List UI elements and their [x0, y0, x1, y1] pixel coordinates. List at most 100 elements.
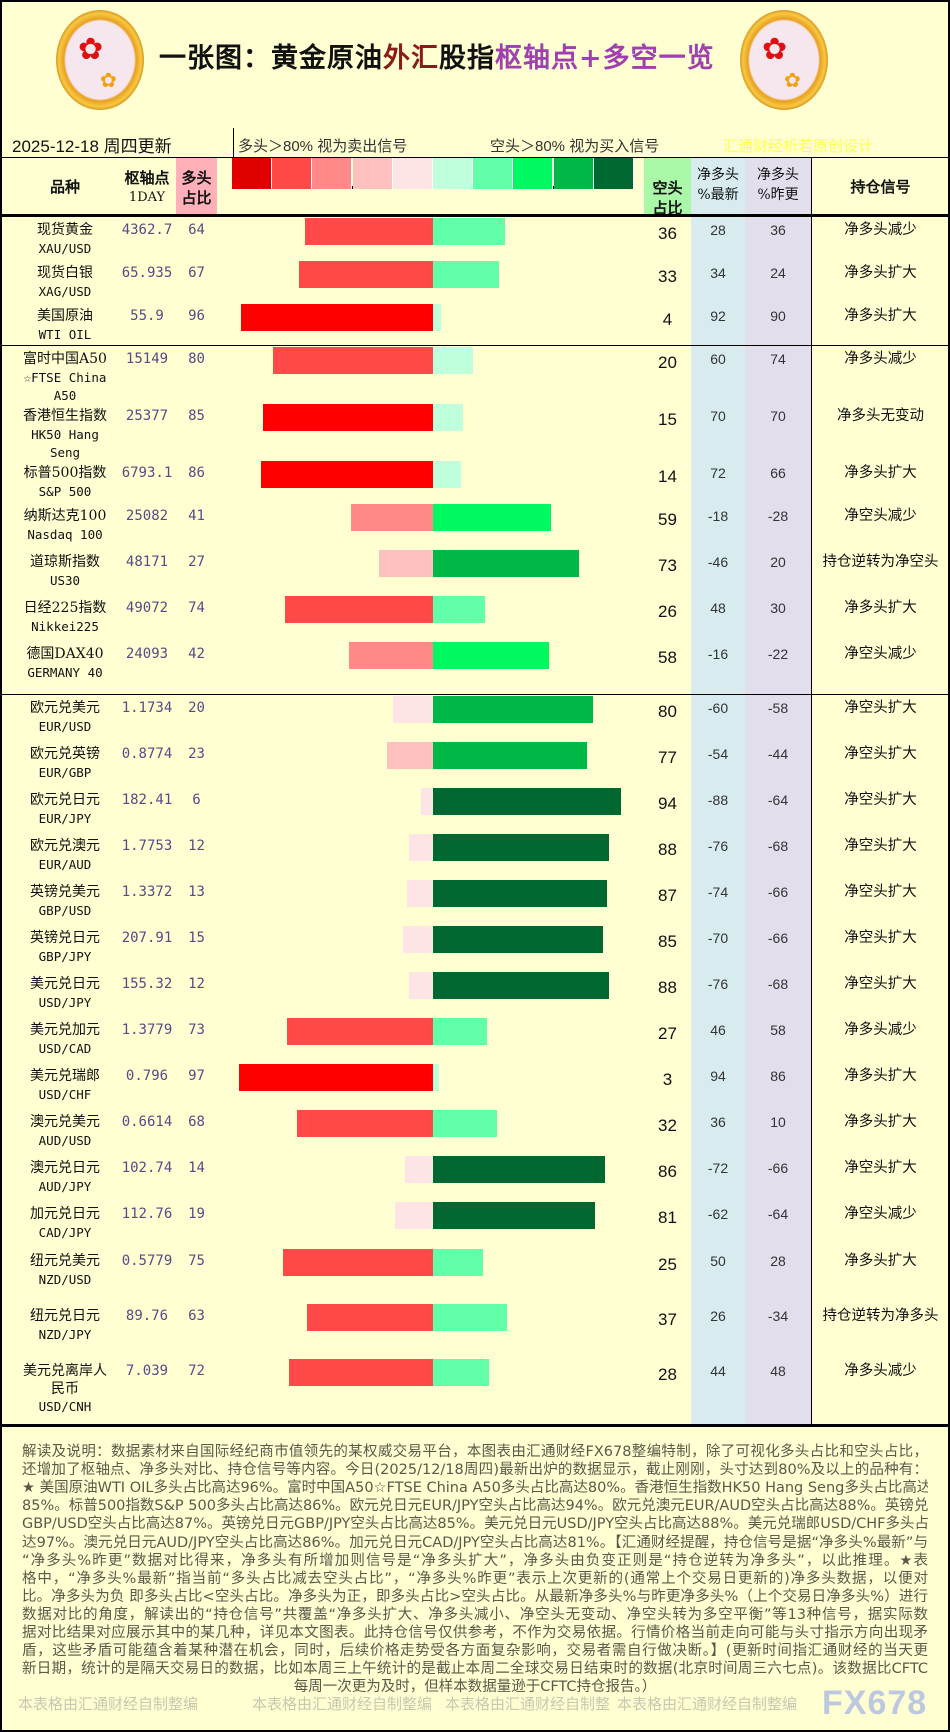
short-bar: [433, 1304, 507, 1331]
net-long-latest: -88: [707, 792, 729, 808]
net-long-latest: -46: [707, 554, 729, 570]
long-bar: [297, 1110, 433, 1137]
position-signal: 净多头扩大: [844, 308, 917, 324]
net-long-latest: -60: [707, 700, 729, 716]
net-long-latest: -76: [707, 838, 729, 854]
long-percent: 14: [188, 1160, 205, 1176]
net-long-prev: -44: [767, 746, 789, 762]
short-bar: [433, 404, 463, 431]
instrument-name-cn: 欧元兑澳元: [30, 838, 100, 854]
col-header-net-latest: 净多头 %最新: [691, 165, 745, 205]
table-row: 纳斯达克100 Nasdaq 100 25082 41 59 -18 -28 净空头减少: [0, 503, 950, 549]
net-long-latest: 70: [710, 408, 726, 424]
table-row: 美元兑离岸人 民币 USD/CNH 7.039 72 28 44 48 净多头减少: [0, 1358, 950, 1425]
short-bar: [433, 1110, 497, 1137]
pivot-value: 207.91: [121, 930, 173, 946]
pivot-value: 0.6614: [121, 1114, 173, 1130]
pivot-value: 1.3372: [121, 884, 173, 900]
instrument-name: 欧元兑美元 EUR/USD: [0, 699, 130, 736]
long-bar: [393, 696, 433, 723]
col-header-net-latest-line2: %最新: [697, 187, 739, 203]
long-bar: [263, 404, 433, 431]
table-row: 澳元兑美元 AUD/USD 0.6614 68 32 36 10 净多头扩大: [0, 1109, 950, 1155]
table-row: 欧元兑英镑 EUR/GBP 0.8774 23 77 -54 -44 净空头扩大: [0, 741, 950, 787]
short-bar: [433, 461, 461, 488]
instrument-symbol: ☆FTSE China: [23, 370, 107, 385]
net-long-latest: -54: [707, 746, 729, 762]
legend-swatch: [232, 158, 272, 189]
watermark: 本表格由汇通财经自制整: [445, 1695, 611, 1713]
short-percent: 28: [658, 1365, 677, 1384]
long-percent: 42: [188, 646, 205, 662]
pivot-value: 25377: [125, 408, 169, 424]
net-long-latest: 44: [710, 1363, 726, 1379]
long-percent: 68: [188, 1114, 205, 1130]
col-header-short-line1: 空头: [652, 179, 683, 197]
short-bar: [433, 347, 473, 374]
instrument-symbol: AUD/JPY: [38, 1179, 92, 1194]
instrument-name-cn: 纽元兑日元: [30, 1308, 100, 1324]
instrument-symbol: Nasdaq 100: [27, 527, 103, 542]
short-percent: 14: [658, 467, 677, 486]
position-signal: 净空头扩大: [844, 792, 917, 808]
position-signal: 净空头减少: [844, 646, 917, 662]
short-percent: 77: [658, 748, 677, 767]
net-long-latest: 46: [710, 1022, 726, 1038]
net-long-prev: 30: [770, 600, 786, 616]
table-row: 加元兑日元 CAD/JPY 112.76 19 81 -62 -64 净空头减少: [0, 1201, 950, 1248]
instrument-name-cn: 美元兑加元: [30, 1022, 100, 1038]
short-percent: 20: [658, 353, 677, 372]
net-long-prev: 28: [770, 1253, 786, 1269]
instrument-name-cn: 富时中国A50: [23, 351, 107, 367]
short-header-bg: [644, 158, 691, 215]
pivot-value: 6793.1: [121, 465, 173, 481]
table-row: 澳元兑日元 AUD/JPY 102.74 14 86 -72 -66 净空头扩大: [0, 1155, 950, 1201]
instrument-symbol-cont: A50: [53, 388, 77, 403]
table-row: 现货白银 XAG/USD 65.935 67 33 34 24 净多头扩大: [0, 260, 950, 303]
short-bar: [433, 696, 593, 723]
instrument-symbol: CAD/JPY: [38, 1225, 92, 1240]
pivot-value: 1.1734: [121, 700, 173, 716]
instrument-symbol: US30: [49, 573, 81, 588]
long-bar: [379, 550, 433, 577]
header-divider: [0, 157, 950, 158]
position-signal: 净多头扩大: [844, 1253, 917, 1269]
long-bar: [409, 972, 433, 999]
col-header-long-line1: 多头: [181, 169, 212, 187]
instrument-name-cn: 澳元兑日元: [30, 1160, 100, 1176]
net-latest-column-bg: [691, 158, 745, 1425]
pivot-value: 25082: [125, 508, 169, 524]
instrument-name: 美元兑瑞郎 USD/CHF: [0, 1067, 130, 1104]
position-signal: 净多头减少: [844, 222, 917, 238]
net-long-latest: 26: [710, 1308, 726, 1324]
footer-line: 每周一次更为及时，但样本数据量逊于CFTC持仓报告。）: [293, 1679, 657, 1696]
net-long-prev: 70: [770, 408, 786, 424]
col-header-net-prev-line2: %昨更: [757, 187, 799, 203]
position-signal: 净多头减少: [844, 1363, 917, 1379]
table-row: 欧元兑日元 EUR/JPY 182.41 6 94 -88 -64 净空头扩大: [0, 787, 950, 833]
long-percent: 19: [188, 1206, 205, 1222]
instrument-symbol: USD/CHF: [38, 1087, 92, 1102]
footer-line: 达97%。澳元兑日元AUD/JPY空头占比高达86%。加元兑日元CAD/JPY空…: [22, 1534, 928, 1551]
col-header-net-latest-line1: 净多头: [697, 167, 739, 183]
pivot-value: 89.76: [125, 1308, 169, 1324]
instrument-name: 美元兑日元 USD/JPY: [0, 975, 130, 1012]
long-bar: [305, 218, 433, 245]
footer-line: 盾，这些矛盾可能蕴含着某种潜在机会，同时，后续价格走势受各方面复杂影响，交易者需…: [22, 1643, 928, 1660]
group-divider: [0, 694, 950, 695]
net-long-prev: 24: [770, 265, 786, 281]
long-percent: 12: [188, 838, 205, 854]
short-percent: 85: [658, 932, 677, 951]
instrument-symbol: GBP/JPY: [38, 949, 92, 964]
short-bar: [433, 880, 607, 907]
instrument-name-cn: 纳斯达克100: [23, 508, 107, 524]
pivot-value: 155.32: [121, 976, 173, 992]
page-title: 一张图：黄金原油外汇股指枢轴点+多空一览: [159, 36, 715, 75]
instrument-symbol: AUD/USD: [38, 1133, 92, 1148]
position-signal: 净多头减少: [844, 351, 917, 367]
long-percent: 97: [188, 1068, 205, 1084]
table-row: 英镑兑美元 GBP/USD 1.3372 13 87 -74 -66 净空头扩大: [0, 879, 950, 925]
instrument-name: 美元兑离岸人 民币 USD/CNH: [0, 1362, 130, 1416]
position-signal: 净多头减少: [844, 1022, 917, 1038]
net-long-latest: 92: [710, 308, 726, 324]
